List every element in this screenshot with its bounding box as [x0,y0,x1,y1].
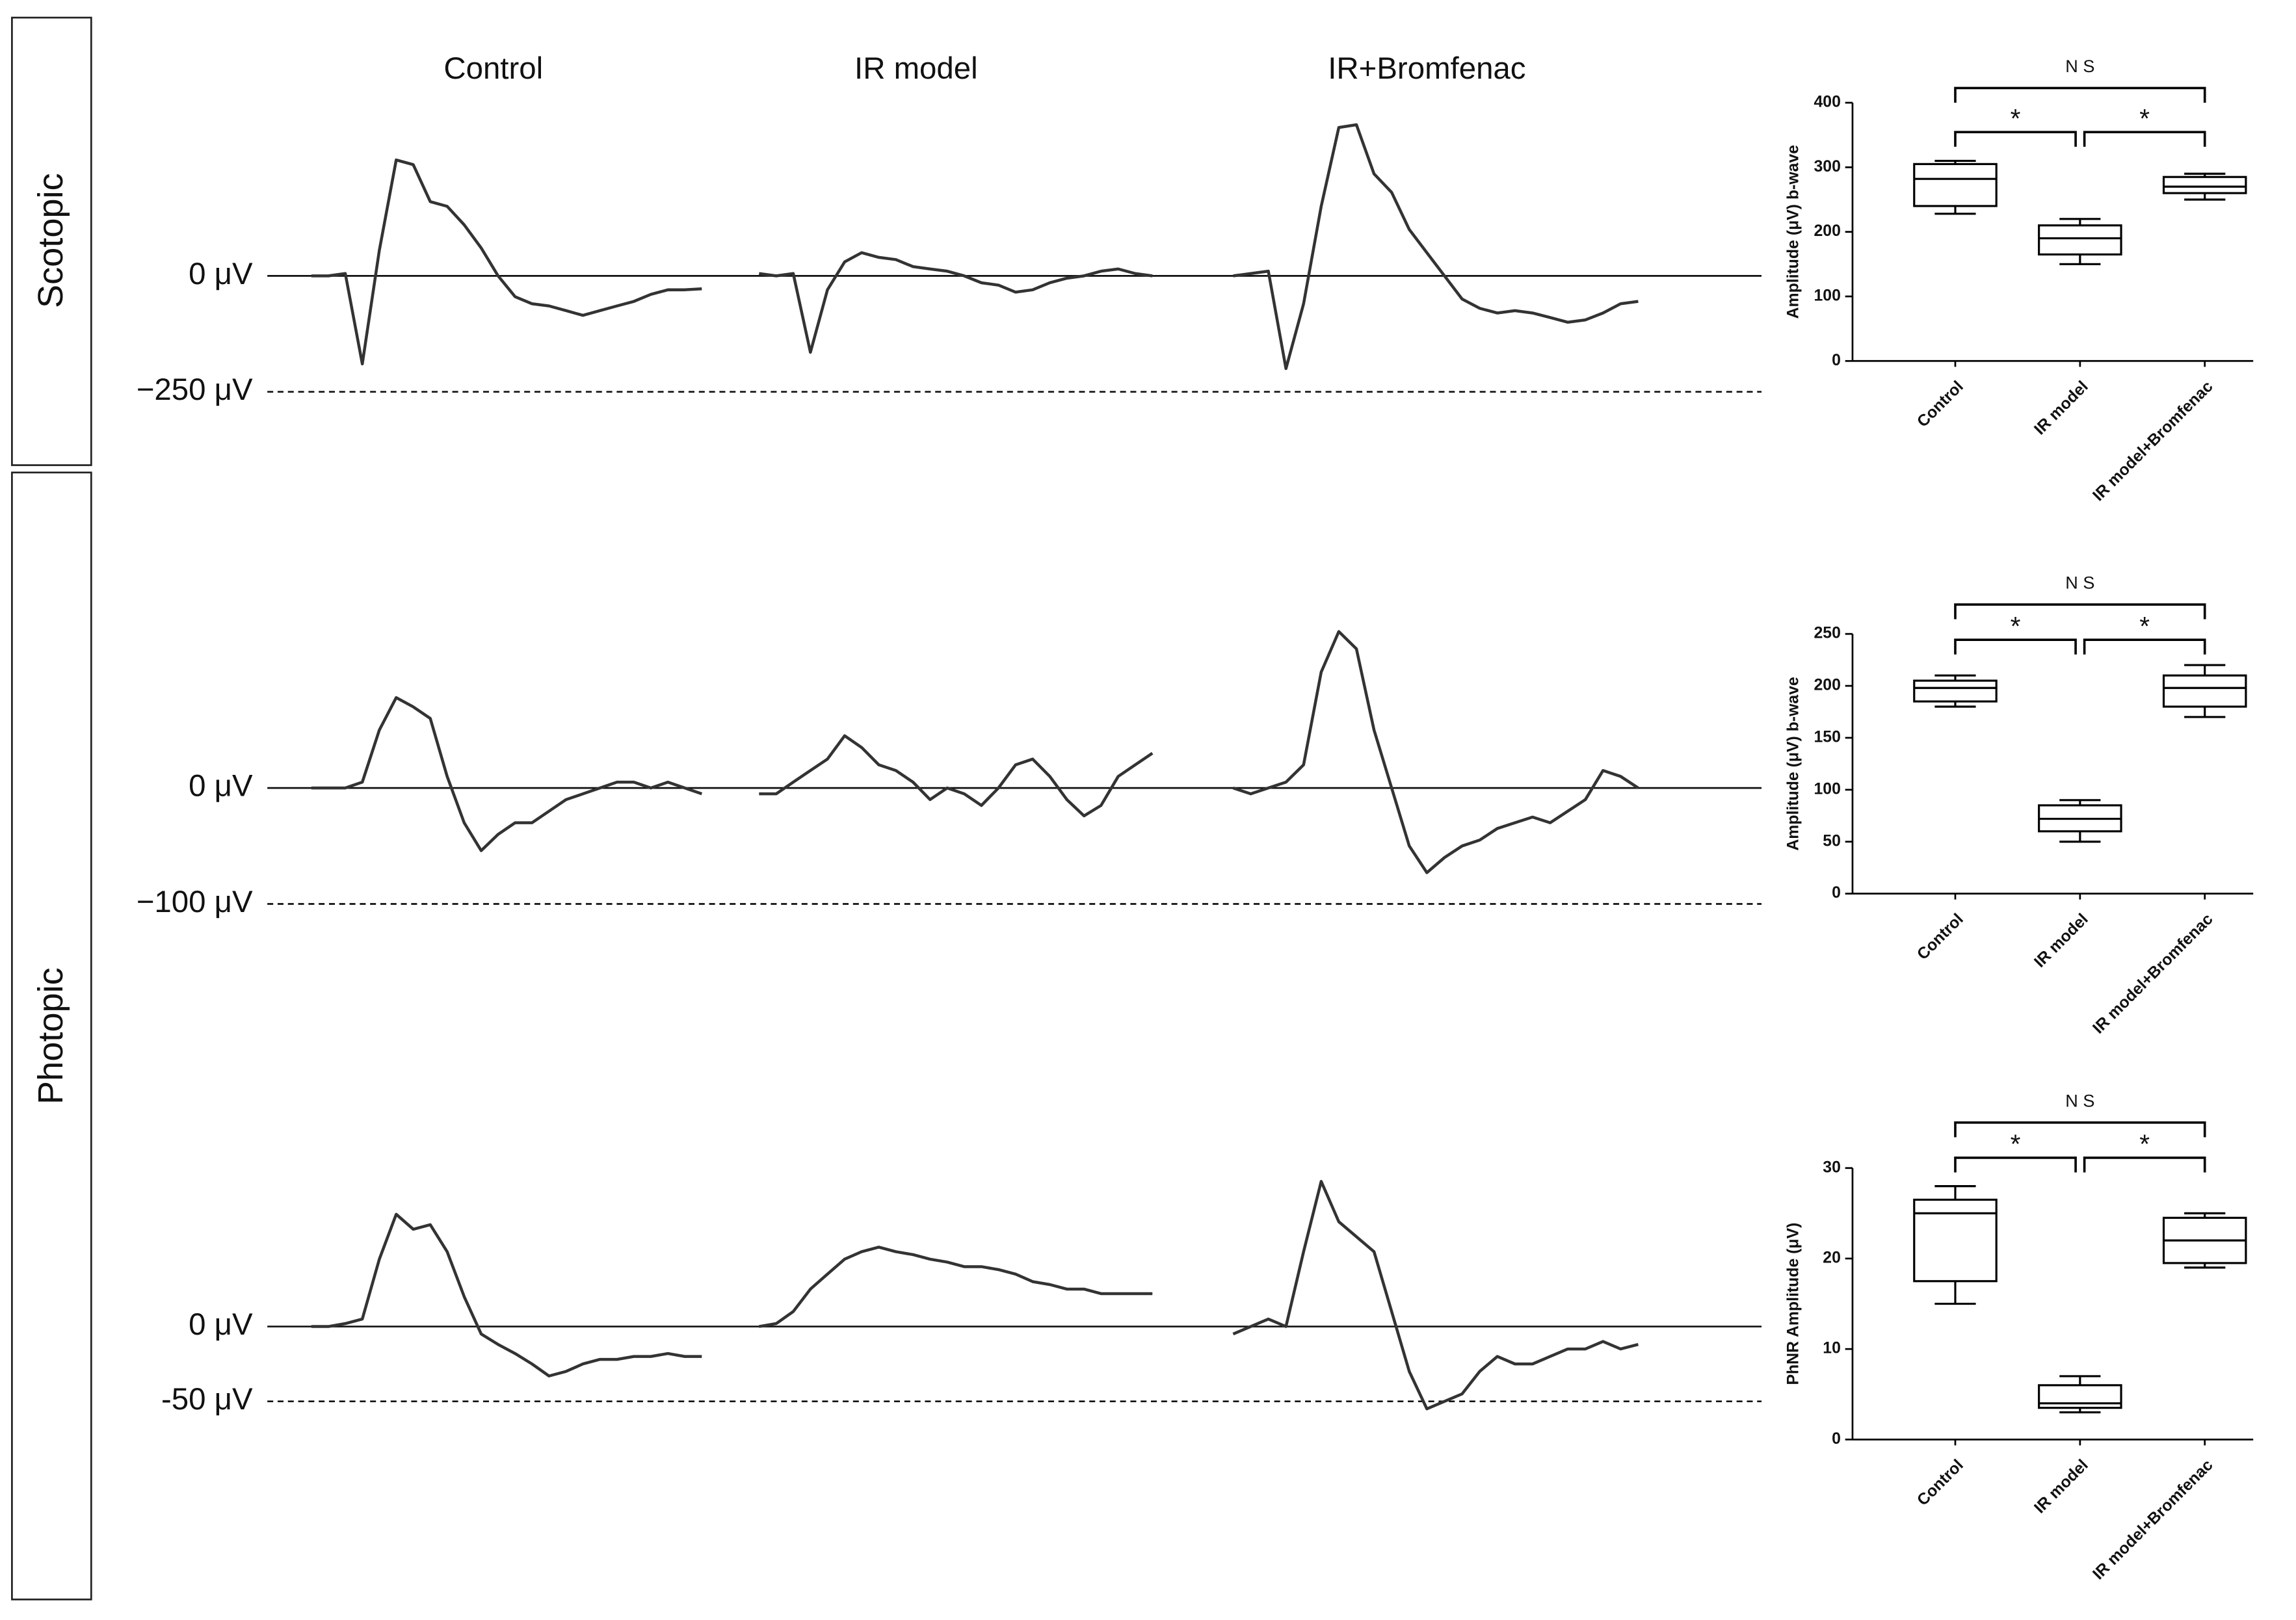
y-tick-label: 200 [1814,222,1841,240]
y-tick-label: 10 [1823,1340,1841,1357]
y-axis-label: Amplitude (μV) b-wave [1784,677,1802,850]
y-tick-label: 0 μV [189,1307,253,1342]
box [2162,674,2247,708]
y-tick-label: 0 [1832,884,1841,902]
column-title: Control [443,51,543,86]
erg-trace [1233,123,1639,371]
significance-bracket [1954,86,2206,103]
significance-bracket [2083,638,2206,655]
y-tick-label: 0 [1832,352,1841,369]
erg-trace [759,734,1154,818]
box [2162,176,2247,194]
significance-label: N S [2065,56,2094,76]
significance-label: * [2139,1129,2150,1159]
column-title: IR model [854,51,978,86]
y-tick-label: 300 [1814,158,1841,176]
significance-bracket [2083,1156,2206,1173]
erg-trace [758,1246,1153,1328]
significance-bracket [1954,1156,2077,1173]
y-tick-label: 0 μV [189,257,253,291]
y-tick-label: 250 [1814,625,1841,642]
erg-trace [311,696,703,852]
significance-bracket [1954,1121,2206,1138]
significance-label: * [2011,103,2021,133]
y-tick-label: 0 [1832,1430,1841,1448]
significance-label: * [2011,611,2021,641]
row-label: Scotopic [31,173,70,308]
y-axis-label: Amplitude (μV) b-wave [1784,145,1802,319]
box [1913,163,1998,207]
erg-trace [1232,630,1639,874]
y-axis-label: PhNR Amplitude (μV) [1784,1223,1802,1385]
significance-bracket [1954,603,2206,620]
x-tick-label: IR model [2031,378,2092,438]
y-tick-label: 100 [1814,287,1841,305]
y-tick-label: 20 [1823,1249,1841,1267]
box [1913,679,1998,703]
significance-label: * [2139,611,2150,641]
erg-trace [759,251,1153,354]
significance-bracket [2083,131,2206,147]
y-tick-label: 400 [1814,94,1841,111]
significance-bracket [1954,131,2077,147]
x-tick-label: IR model+Bromfenac [2090,910,2217,1037]
y-tick-label: 100 [1814,780,1841,798]
erg-trace [311,1212,702,1378]
x-tick-label: Control [1914,911,1966,963]
y-tick-label: −250 μV [137,372,253,407]
box [2038,224,2122,255]
x-tick-label: IR model+Bromfenac [2090,378,2217,504]
y-tick-label: 200 [1814,677,1841,694]
significance-bracket [1954,638,2077,655]
row-label: Photopic [31,967,70,1104]
x-tick-label: Control [1914,1456,1966,1509]
erg-trace [311,158,702,366]
x-tick-label: IR model+Bromfenac [2090,1456,2217,1583]
significance-label: N S [2065,573,2094,593]
x-tick-label: Control [1914,378,1966,430]
box [1913,1198,1998,1283]
x-tick-label: IR model [2031,1456,2092,1517]
x-tick-label: IR model [2031,911,2092,971]
y-tick-label: -50 μV [161,1382,253,1417]
row-label-box [11,16,92,466]
y-tick-label: 0 μV [189,769,253,803]
y-tick-label: −100 μV [137,885,253,919]
column-title: IR+Bromfenac [1328,51,1525,86]
significance-label: N S [2065,1090,2094,1110]
row-label-box [11,471,92,1600]
erg-trace [1232,1180,1639,1411]
significance-label: * [2011,1129,2021,1159]
significance-label: * [2139,103,2150,133]
box [2038,1384,2122,1409]
y-tick-label: 150 [1814,729,1841,746]
y-tick-label: 30 [1823,1158,1841,1176]
y-tick-label: 50 [1823,832,1841,850]
